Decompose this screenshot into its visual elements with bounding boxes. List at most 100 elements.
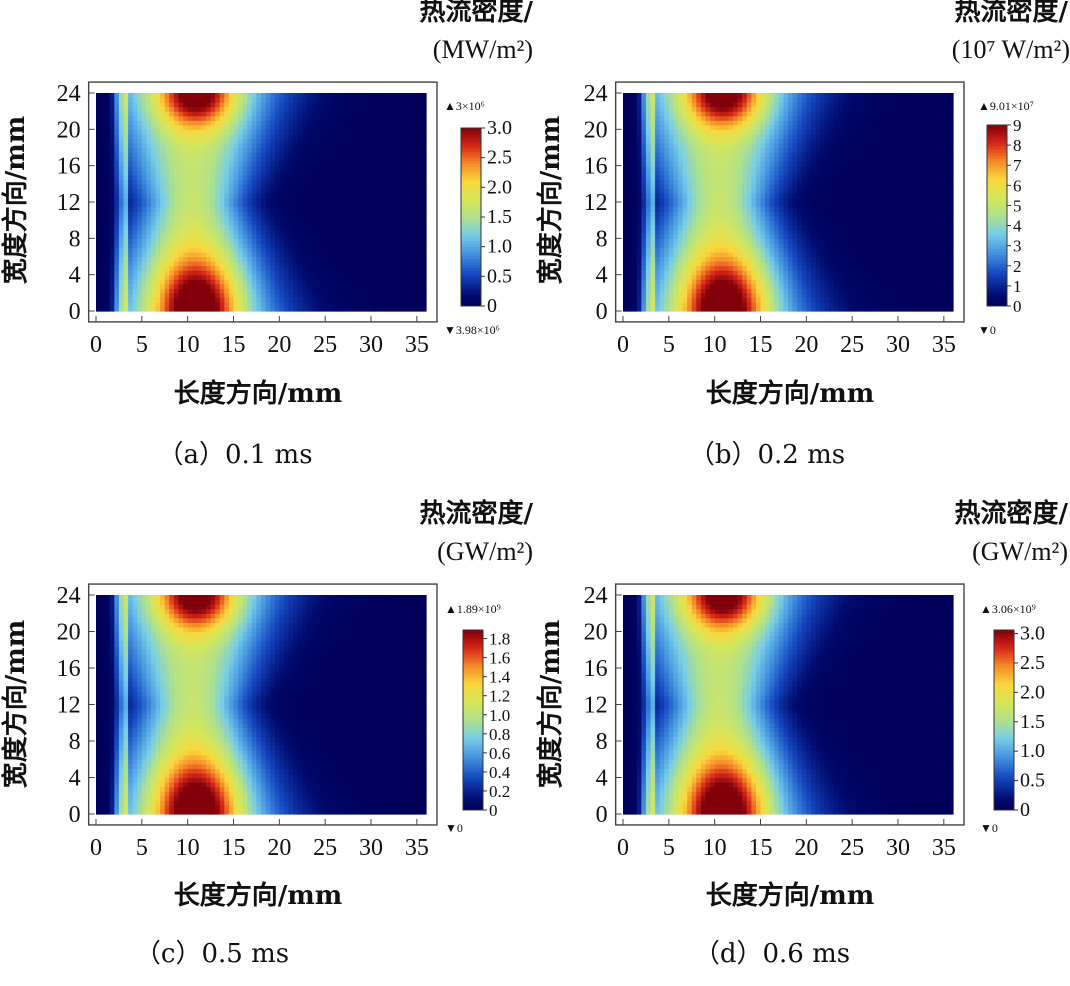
- heatmap-cell: [142, 252, 147, 257]
- heatmap-cell: [298, 229, 303, 234]
- heatmap-cell: [376, 93, 381, 98]
- heatmap-cell: [188, 188, 193, 193]
- heatmap-cell: [673, 93, 678, 98]
- heatmap-cell: [756, 284, 761, 289]
- heatmap-cell: [334, 93, 339, 98]
- heatmap-cell: [683, 297, 688, 302]
- heatmap-cell: [348, 143, 353, 148]
- heatmap-cell: [687, 197, 692, 202]
- heatmap-cell: [133, 302, 138, 307]
- heatmap-cell: [724, 120, 729, 125]
- heatmap-cell: [215, 125, 220, 130]
- heatmap-cell: [724, 138, 729, 143]
- heatmap-cell: [183, 170, 188, 175]
- heatmap-cell: [348, 207, 353, 212]
- heatmap-cell: [229, 111, 234, 116]
- heatmap-cell: [371, 220, 376, 225]
- heatmap-cell: [660, 275, 665, 280]
- heatmap-cell: [192, 98, 197, 103]
- heatmap-cell: [298, 266, 303, 271]
- heatmap-cell: [660, 216, 665, 221]
- heatmap-cell: [733, 266, 738, 271]
- colorbar-segment: [461, 264, 481, 267]
- heatmap-cell: [330, 216, 335, 221]
- heatmap-cell: [266, 175, 271, 180]
- heatmap-cell: [623, 225, 628, 230]
- heatmap-cell: [284, 188, 289, 193]
- heatmap-cell: [215, 270, 220, 275]
- heatmap-cell: [362, 216, 367, 221]
- heatmap-cell: [696, 207, 701, 212]
- heatmap-cell: [284, 166, 289, 171]
- heatmap-cell: [293, 125, 298, 130]
- heatmap-cell: [247, 243, 252, 248]
- heatmap-cell: [137, 211, 142, 216]
- heatmap-cell: [339, 138, 344, 143]
- heatmap-cell: [114, 166, 119, 171]
- heatmap-cell: [211, 193, 216, 198]
- heatmap-cell: [339, 197, 344, 202]
- heatmap-cell: [270, 207, 275, 212]
- heatmap-cell: [719, 297, 724, 302]
- heatmap-cell: [371, 288, 376, 293]
- heatmap-cell: [247, 211, 252, 216]
- heatmap-cell: [651, 102, 656, 107]
- heatmap-cell: [330, 134, 335, 139]
- heatmap-cell: [660, 252, 665, 257]
- heatmap-cell: [321, 257, 326, 262]
- heatmap-cell: [738, 193, 743, 198]
- heatmap-cell: [169, 107, 174, 112]
- heatmap-cell: [641, 207, 646, 212]
- heatmap-cell: [229, 120, 234, 125]
- heatmap-cell: [137, 266, 142, 271]
- heatmap-cell: [339, 179, 344, 184]
- heatmap-cell: [747, 306, 752, 311]
- heatmap-cell: [742, 297, 747, 302]
- heatmap-cell: [151, 193, 156, 198]
- heatmap-cell: [137, 157, 142, 162]
- heatmap-cell: [211, 107, 216, 112]
- heatmap-cell: [101, 193, 106, 198]
- heatmap-cell: [270, 284, 275, 289]
- heatmap-cell: [321, 275, 326, 280]
- heatmap-cell: [371, 93, 376, 98]
- heatmap-cell: [247, 179, 252, 184]
- heatmap-cell: [165, 116, 170, 121]
- heatmap-cell: [412, 107, 417, 112]
- heatmap-cell: [188, 279, 193, 284]
- heatmap-cell: [215, 279, 220, 284]
- heatmap-cell: [719, 293, 724, 298]
- heatmap-cell: [325, 252, 330, 257]
- heatmap-cell: [325, 197, 330, 202]
- heatmap-cell: [408, 134, 413, 139]
- heatmap-cell: [738, 288, 743, 293]
- heatmap-cell: [339, 252, 344, 257]
- heatmap-cell: [110, 252, 115, 257]
- heatmap-cell: [211, 134, 216, 139]
- heatmap-cell: [385, 134, 390, 139]
- heatmap-cell: [385, 275, 390, 280]
- heatmap-cell: [146, 111, 151, 116]
- heatmap-cell: [321, 107, 326, 112]
- heatmap-cell: [733, 184, 738, 189]
- heatmap-cell: [728, 102, 733, 107]
- heatmap-cell: [641, 184, 646, 189]
- heatmap-cell: [399, 98, 404, 103]
- heatmap-cell: [637, 166, 642, 171]
- heatmap-cell: [344, 238, 349, 243]
- x-tick-label: 5: [136, 332, 148, 358]
- heatmap-cell: [298, 220, 303, 225]
- heatmap-cell: [124, 202, 129, 207]
- heatmap-cell: [701, 93, 706, 98]
- heatmap-cell: [330, 252, 335, 257]
- heatmap-cell: [316, 125, 321, 130]
- heatmap-cell: [651, 261, 656, 266]
- heatmap-cell: [412, 188, 417, 193]
- heatmap-cell: [183, 143, 188, 148]
- heatmap-cell: [165, 216, 170, 221]
- heatmap-cell: [179, 293, 184, 298]
- heatmap-cell: [380, 102, 385, 107]
- heatmap-cell: [105, 279, 110, 284]
- heatmap-cell: [664, 197, 669, 202]
- heatmap-cell: [247, 270, 252, 275]
